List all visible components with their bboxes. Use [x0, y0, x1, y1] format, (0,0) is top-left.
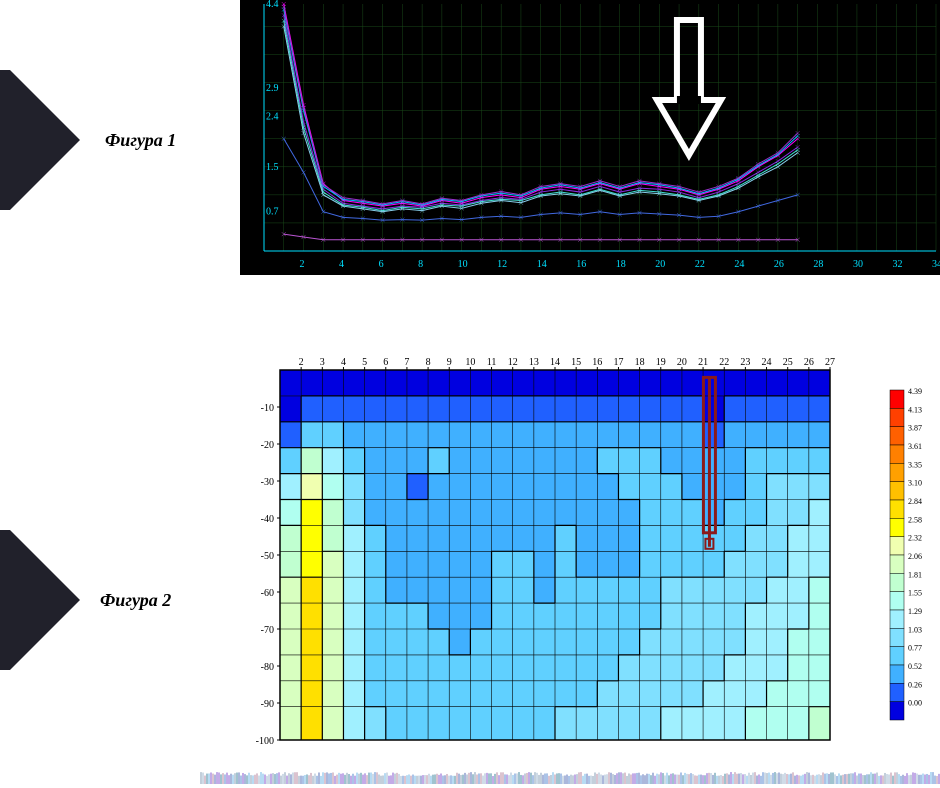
svg-text:21: 21 — [698, 357, 708, 368]
svg-text:8: 8 — [418, 259, 423, 270]
svg-text:1.81: 1.81 — [908, 570, 922, 579]
svg-text:0.26: 0.26 — [908, 680, 922, 689]
svg-text:7: 7 — [404, 357, 409, 368]
svg-text:2.84: 2.84 — [908, 497, 922, 506]
svg-text:32: 32 — [892, 259, 902, 270]
svg-text:16: 16 — [576, 259, 586, 270]
svg-text:30: 30 — [853, 259, 863, 270]
svg-text:4.4: 4.4 — [266, 0, 279, 10]
svg-text:2.06: 2.06 — [908, 552, 922, 561]
noise-strip — [200, 771, 940, 783]
figure2-label: Фигура 2 — [100, 590, 171, 611]
figure1-svg: 0.71.52.42.94.42468101214161820222426283… — [240, 0, 940, 275]
svg-text:12: 12 — [508, 357, 518, 368]
svg-text:4: 4 — [341, 357, 346, 368]
svg-text:24: 24 — [762, 357, 772, 368]
svg-text:23: 23 — [740, 357, 750, 368]
svg-text:6: 6 — [383, 357, 388, 368]
svg-text:20: 20 — [655, 259, 665, 270]
svg-text:14: 14 — [550, 357, 560, 368]
figure2-chart: 2345678910111213141516171819202122232425… — [240, 350, 940, 760]
svg-text:5: 5 — [362, 357, 367, 368]
svg-text:-70: -70 — [261, 625, 274, 636]
svg-text:9: 9 — [447, 357, 452, 368]
svg-text:3: 3 — [320, 357, 325, 368]
svg-text:0.00: 0.00 — [908, 699, 922, 708]
svg-text:2: 2 — [299, 357, 304, 368]
svg-text:3.87: 3.87 — [908, 424, 922, 433]
svg-text:1.03: 1.03 — [908, 625, 922, 634]
svg-text:3.10: 3.10 — [908, 479, 922, 488]
svg-text:3.61: 3.61 — [908, 442, 922, 451]
svg-text:24: 24 — [734, 259, 744, 270]
svg-text:2: 2 — [300, 259, 305, 270]
figure1-label: Фигура 1 — [105, 130, 176, 151]
figure2-svg: 2345678910111213141516171819202122232425… — [240, 350, 940, 760]
svg-text:14: 14 — [537, 259, 547, 270]
svg-text:16: 16 — [592, 357, 602, 368]
svg-text:28: 28 — [813, 259, 823, 270]
svg-text:2.32: 2.32 — [908, 534, 922, 543]
svg-text:13: 13 — [529, 357, 539, 368]
figure1-chart: 0.71.52.42.94.42468101214161820222426283… — [240, 0, 940, 275]
svg-text:17: 17 — [613, 357, 623, 368]
svg-text:1.5: 1.5 — [266, 162, 279, 173]
svg-text:2.9: 2.9 — [266, 83, 279, 94]
svg-text:-30: -30 — [261, 477, 274, 488]
svg-text:-90: -90 — [261, 699, 274, 710]
svg-text:4: 4 — [339, 259, 344, 270]
svg-text:27: 27 — [825, 357, 835, 368]
svg-text:12: 12 — [497, 259, 507, 270]
svg-text:4.39: 4.39 — [908, 387, 922, 396]
pointer-shape-2 — [0, 530, 80, 670]
svg-text:8: 8 — [426, 357, 431, 368]
svg-text:3.35: 3.35 — [908, 460, 922, 469]
svg-text:18: 18 — [635, 357, 645, 368]
svg-text:10: 10 — [458, 259, 468, 270]
svg-text:25: 25 — [783, 357, 793, 368]
svg-text:0.7: 0.7 — [266, 207, 279, 218]
svg-text:22: 22 — [719, 357, 729, 368]
svg-text:2.4: 2.4 — [266, 111, 279, 122]
svg-text:26: 26 — [774, 259, 784, 270]
svg-text:-20: -20 — [261, 440, 274, 451]
svg-text:1.29: 1.29 — [908, 607, 922, 616]
page: Фигура 1 Фигура 2 0.71.52.42.94.42468101… — [0, 0, 940, 788]
svg-text:-60: -60 — [261, 588, 274, 599]
svg-text:-10: -10 — [261, 403, 274, 414]
svg-text:6: 6 — [379, 259, 384, 270]
svg-text:20: 20 — [677, 357, 687, 368]
svg-text:34: 34 — [932, 259, 940, 270]
svg-text:-50: -50 — [261, 551, 274, 562]
svg-text:0.77: 0.77 — [908, 644, 922, 653]
svg-text:22: 22 — [695, 259, 705, 270]
svg-text:19: 19 — [656, 357, 666, 368]
svg-text:4.13: 4.13 — [908, 405, 922, 414]
svg-text:18: 18 — [616, 259, 626, 270]
svg-text:0.52: 0.52 — [908, 662, 922, 671]
svg-text:-40: -40 — [261, 514, 274, 525]
svg-text:26: 26 — [804, 357, 814, 368]
pointer-shape-1 — [0, 70, 80, 210]
svg-text:15: 15 — [571, 357, 581, 368]
svg-text:-100: -100 — [256, 736, 274, 747]
svg-text:2.58: 2.58 — [908, 515, 922, 524]
svg-text:11: 11 — [487, 357, 497, 368]
svg-text:-80: -80 — [261, 662, 274, 673]
svg-text:1.55: 1.55 — [908, 589, 922, 598]
svg-text:10: 10 — [465, 357, 475, 368]
